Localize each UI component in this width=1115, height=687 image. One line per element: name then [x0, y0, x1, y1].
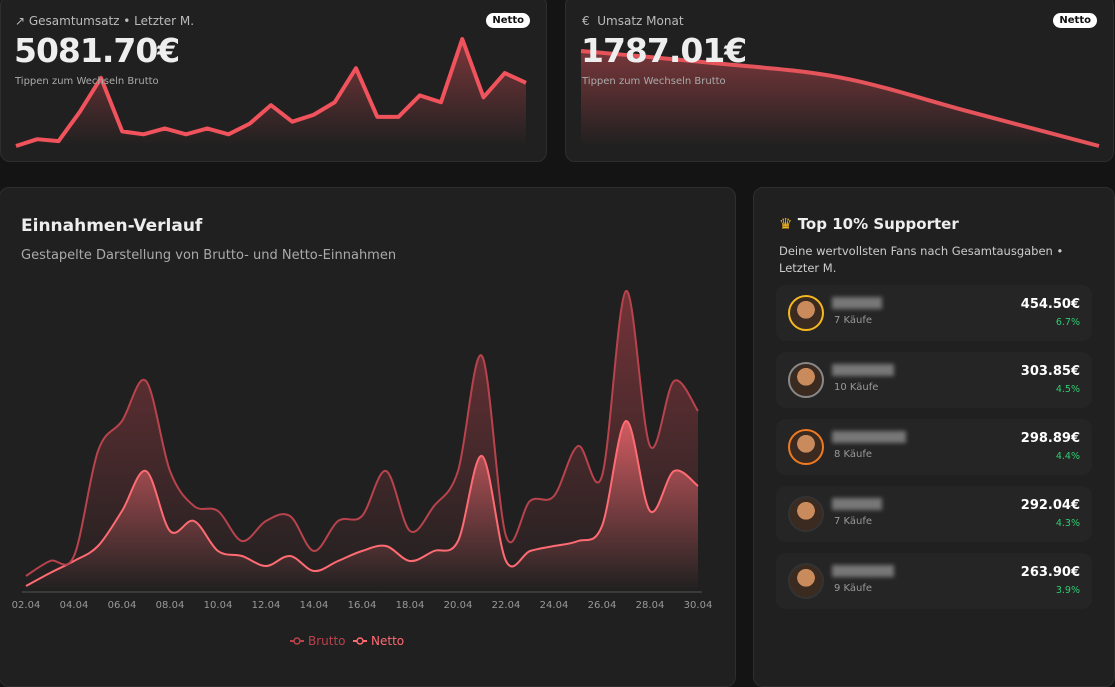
supporter-row[interactable]: 9 Käufe 263.90€ 3.9%	[776, 553, 1092, 609]
x-tick-label: 08.04	[156, 600, 185, 611]
share: 3.9%	[1055, 585, 1080, 596]
supporter-row[interactable]: 10 Käufe 303.85€ 4.5%	[776, 352, 1092, 408]
blurred-name	[832, 297, 882, 309]
share: 4.3%	[1055, 518, 1080, 529]
chart-subtitle: Gestapelte Darstellung von Brutto- und N…	[21, 248, 397, 263]
avatar	[788, 563, 824, 599]
x-tick-label: 06.04	[108, 600, 137, 611]
x-tick-label: 04.04	[60, 600, 89, 611]
blurred-name	[832, 565, 894, 577]
purchases: 7 Käufe	[834, 315, 873, 326]
x-tick-label: 18.04	[396, 600, 425, 611]
purchases: 10 Käufe	[834, 382, 879, 393]
sparkline-area	[16, 39, 526, 146]
avatar	[788, 429, 824, 465]
share: 4.4%	[1055, 451, 1080, 462]
purchases: 8 Käufe	[834, 449, 873, 460]
month-card[interactable]: € Umsatz Monat Netto 1787.01€ Tippen zum…	[565, 0, 1114, 162]
avatar	[788, 496, 824, 532]
series-line	[25, 419, 699, 587]
sparkline	[15, 37, 527, 148]
sparkline-chart	[15, 37, 527, 148]
card-value: 1787.01€	[581, 31, 747, 70]
card-hint: Tippen zum Wechseln Brutto	[582, 76, 726, 87]
x-tick-label: 26.04	[588, 600, 617, 611]
share: 4.5%	[1055, 384, 1080, 395]
supporter-title: ♛ Top 10% Supporter	[779, 215, 959, 233]
area-1	[26, 420, 698, 591]
card-hint: Tippen zum Wechseln Brutto	[15, 76, 159, 87]
x-tick-label: 14.04	[300, 600, 329, 611]
card-title-text: Gesamtumsatz • Letzter M.	[28, 14, 195, 28]
amount: 263.90€	[1020, 565, 1080, 580]
x-tick-label: 16.04	[348, 600, 377, 611]
badge[interactable]: Netto	[1053, 13, 1097, 28]
supporter-subtitle: Deine wertvollsten Fans nach Gesamtausga…	[779, 244, 1064, 275]
purchases: 7 Käufe	[834, 516, 873, 527]
amount: 298.89€	[1020, 431, 1080, 446]
card-value: 5081.70€	[14, 31, 180, 70]
legend-label: Netto	[371, 634, 404, 648]
supporter-panel: ♛ Top 10% Supporter Deine wertvollsten F…	[753, 187, 1115, 687]
supporter-title-text: Top 10% Supporter	[797, 215, 959, 233]
supporter-row[interactable]: 8 Käufe 298.89€ 4.4%	[776, 419, 1092, 475]
legend-label: Brutto	[308, 634, 346, 648]
legend-dot	[356, 637, 364, 645]
share: 6.7%	[1055, 317, 1080, 328]
amount: 292.04€	[1020, 498, 1080, 513]
sparkline-area	[581, 51, 1099, 146]
x-tick-label: 20.04	[444, 600, 473, 611]
series-line	[25, 289, 699, 577]
area-0	[26, 290, 698, 586]
stacked-area-chart: 02.04 04.04 06.04 08.04 10.04 12.04 14.04 16.04…	[12, 289, 713, 648]
avatar	[788, 295, 824, 331]
revenue-panel: 02.04 04.04 06.04 08.04 10.04 12.04 14.04 16.04…	[0, 187, 736, 687]
sparkline	[580, 49, 1100, 148]
total-card[interactable]: ↗ Gesamtumsatz • Letzter M. Netto 5081.7…	[0, 0, 547, 162]
blurred-name	[832, 431, 906, 443]
blurred-name	[832, 364, 894, 376]
x-tick-label: 30.04	[684, 600, 713, 611]
x-tick-label: 02.04	[12, 600, 41, 611]
amount: 454.50€	[1020, 297, 1080, 312]
x-tick-label: 28.04	[636, 600, 665, 611]
chart-title: Einnahmen-Verlauf	[21, 216, 203, 236]
purchases: 9 Käufe	[834, 583, 873, 594]
x-tick-label: 12.04	[252, 600, 281, 611]
supporter-row[interactable]: 7 Käufe 454.50€ 6.7%	[776, 285, 1092, 341]
badge[interactable]: Netto	[486, 13, 530, 28]
legend-dot	[293, 637, 301, 645]
avatar	[788, 362, 824, 398]
amount: 303.85€	[1020, 364, 1080, 379]
x-tick-label: 22.04	[492, 600, 521, 611]
sparkline-chart	[580, 49, 1100, 148]
card-title: € Umsatz Monat	[582, 14, 684, 28]
x-tick-label: 10.04	[204, 600, 233, 611]
supporter-row[interactable]: 7 Käufe 292.04€ 4.3%	[776, 486, 1092, 542]
card-title: ↗ Gesamtumsatz • Letzter M.	[15, 14, 195, 28]
x-tick-label: 24.04	[540, 600, 569, 611]
card-title-text: Umsatz Monat	[597, 14, 684, 28]
blurred-name	[832, 498, 882, 510]
